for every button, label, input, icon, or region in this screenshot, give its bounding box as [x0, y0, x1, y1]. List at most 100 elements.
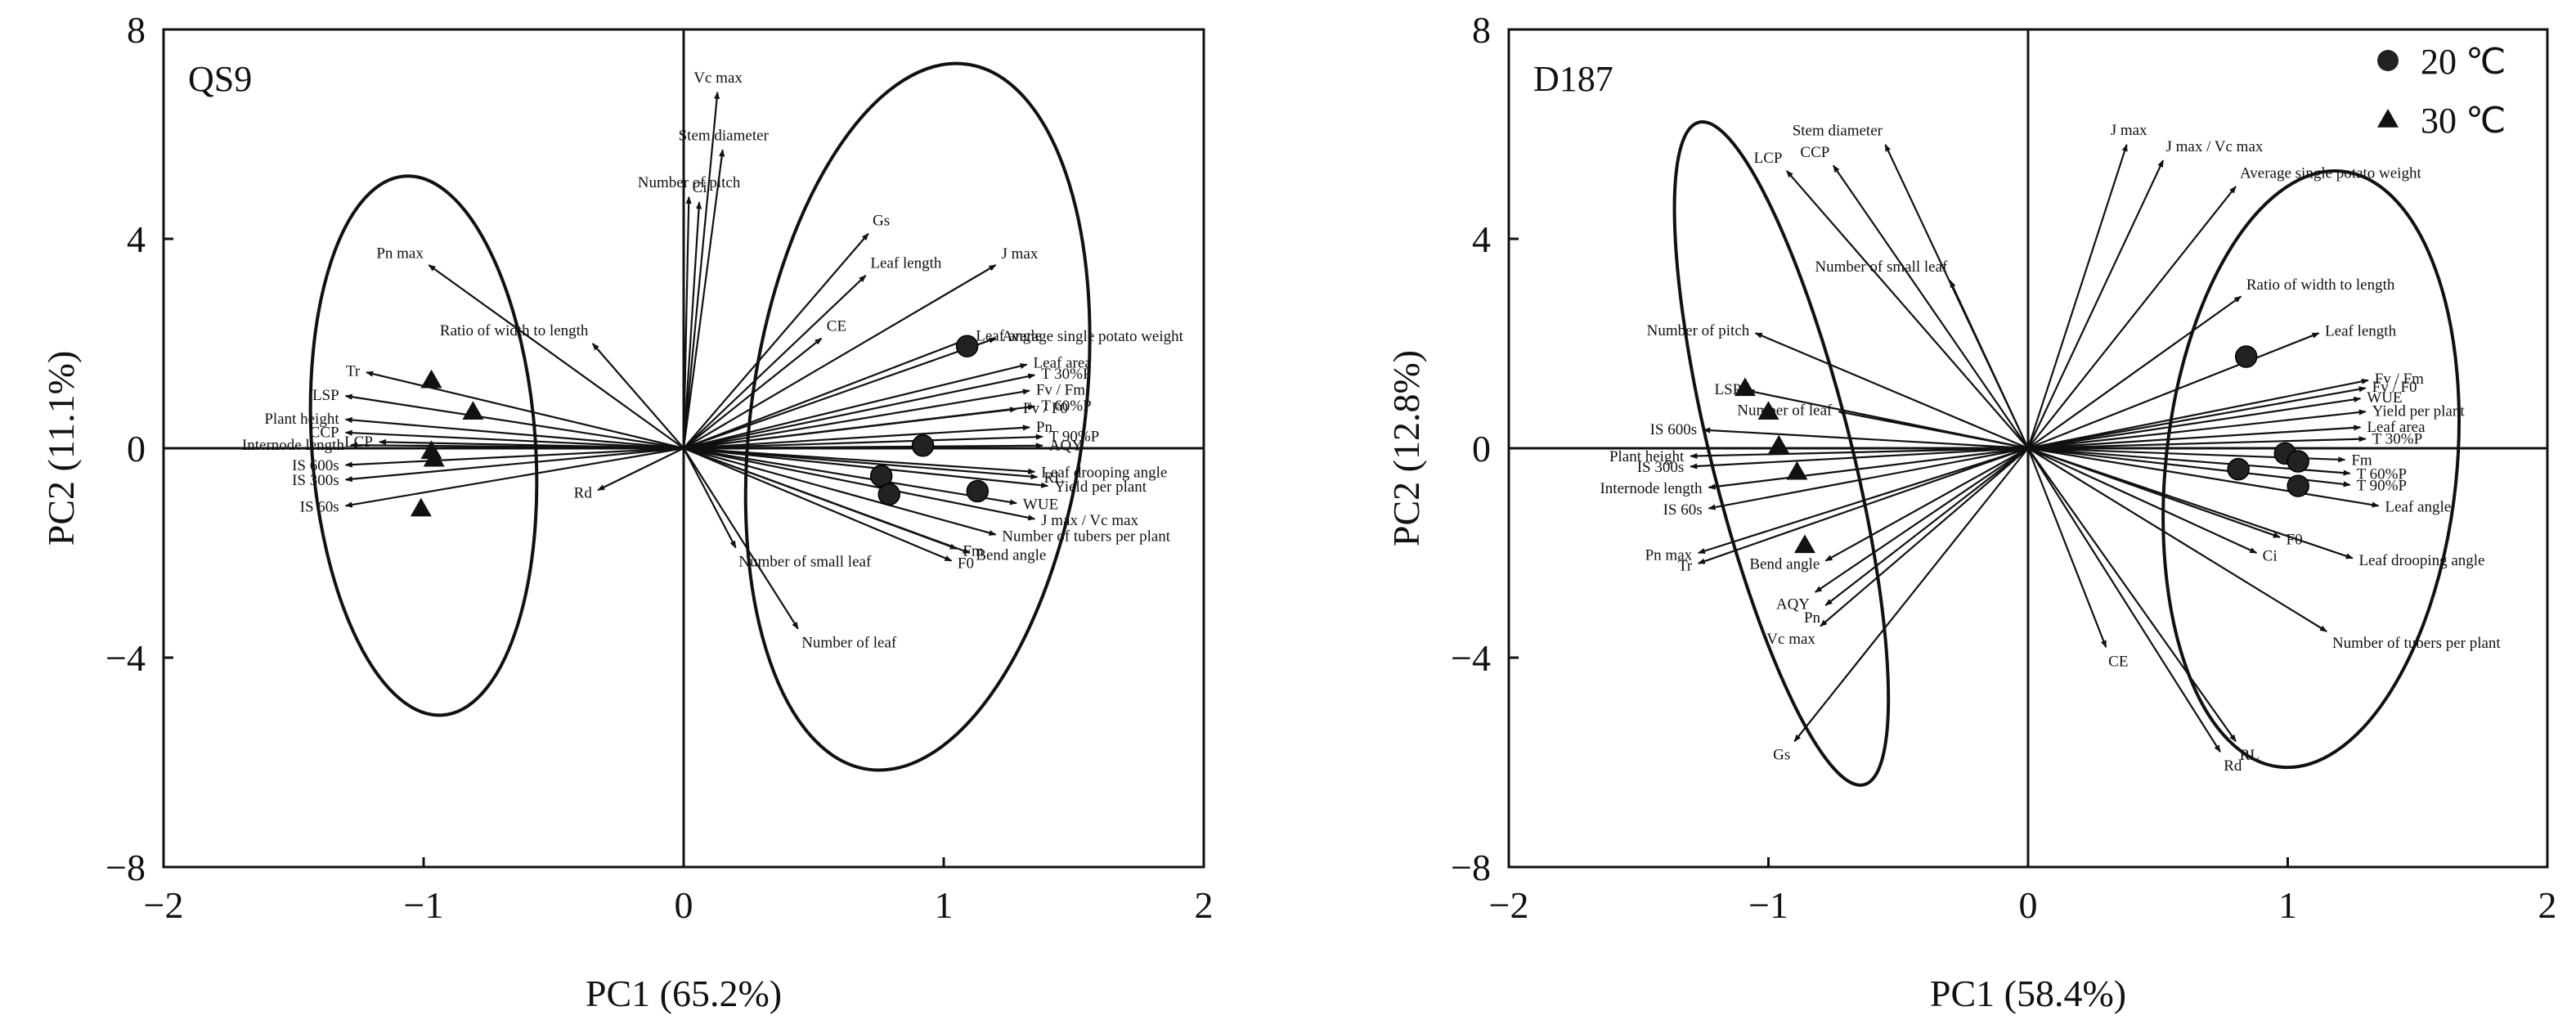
vector-t-90-p-label: T 90%P	[2357, 478, 2407, 495]
vector-j-max-label: J max	[1001, 245, 1038, 263]
vector-ccp	[1832, 164, 2029, 449]
vector-leaf-angle	[683, 337, 971, 450]
vector-leaf-drooping-angle	[2027, 447, 2354, 559]
vector-t-90-p	[683, 434, 1043, 450]
vector-is-60s-label: IS 60s	[300, 499, 339, 516]
point-20c	[955, 335, 979, 357]
panel-title: D187	[1533, 59, 1613, 99]
vector-pn-label: Pn	[1036, 419, 1053, 436]
vector-j-max-vc-max-label: J max / Vc max	[1041, 512, 1138, 529]
vector-internode-length-label: Internode length	[1600, 480, 1703, 497]
vector-j-max-label: J max	[2111, 122, 2147, 139]
x-axis-label: PC1 (65.2%)	[586, 973, 782, 1014]
vector-tr-label: Tr	[346, 362, 361, 380]
confidence-ellipse	[1672, 119, 1891, 787]
vector-is-300s-label: IS 300s	[1637, 459, 1685, 476]
vector-ratio-of-width-to-length	[2027, 295, 2242, 449]
vector-pn	[1824, 447, 2029, 606]
vector-stem-diameter	[682, 149, 725, 449]
vector-lcp-label: LCP	[344, 434, 373, 451]
confidence-ellipse	[2161, 169, 2461, 770]
vector-is-60s-label: IS 60s	[1663, 501, 1703, 519]
vector-j-max-vc-max-label: J max / Vc max	[2165, 138, 2263, 155]
y-tick-label: 0	[1472, 428, 1491, 470]
vector-fm-label: Fm	[2351, 452, 2372, 469]
vector-number-of-small-leaf-label: Number of small leaf	[1815, 258, 1948, 276]
y-tick-label: 4	[127, 218, 146, 260]
point-30c	[410, 497, 432, 517]
vector-t-60-p-label: T 60%P	[1041, 398, 1091, 415]
vector-gs	[683, 232, 869, 449]
vector-leaf-angle-label: Leaf angle	[2385, 499, 2452, 516]
vector-lcp	[1785, 170, 2029, 449]
legend-label-30c: 30 ℃	[2421, 101, 2506, 141]
vector-leaf-length	[683, 275, 867, 449]
vector-leaf-length-label: Leaf length	[870, 254, 942, 272]
y-tick-label: 8	[127, 9, 146, 51]
vector-ci	[682, 201, 702, 449]
point-30c	[1757, 401, 1779, 420]
vector-is-600s	[1703, 427, 2029, 450]
legend-marker-30c	[2377, 109, 2399, 128]
vector-is-300s	[344, 447, 684, 483]
vector-number-of-small-leaf	[683, 447, 737, 549]
vector-is-600s-label: IS 600s	[1650, 421, 1698, 438]
vector-lcp-label: LCP	[1754, 150, 1783, 167]
point-30c	[420, 369, 442, 389]
vector-t-90-p-label: T 90%P	[1049, 429, 1099, 446]
vector-ccp	[344, 429, 684, 450]
y-axis-label: PC2 (11.1%)	[40, 351, 82, 546]
y-axis-label: PC2 (12.8%)	[1385, 350, 1427, 546]
x-axis-label: PC1 (58.4%)	[1930, 973, 2126, 1014]
panel-qs9: −2 −1 0 1 2 −8 −4 0 4 8 PC1 (65.2%) PC2 (11.1%) QS9 V…	[40, 9, 1214, 1014]
vector-average-single-potato-weight-label: Average single potato weight	[2240, 165, 2421, 182]
point-20c	[911, 434, 935, 457]
vector-number-of-pitch-label: Number of pitch	[1647, 322, 1750, 339]
vector-f0-label: F0	[958, 555, 974, 573]
vector-fv-fm	[2027, 378, 2369, 450]
vector-aqy-label: AQY	[1049, 438, 1083, 455]
vector-number-of-tubers-per-plant	[2027, 447, 2327, 632]
vector-tr-label: Tr	[1678, 557, 1693, 574]
vector-vc-max-label: Vc max	[1766, 631, 1815, 648]
vector-wue	[683, 447, 1017, 506]
panel-d187: −2 −1 0 1 2 −8 −4 0 4 8 PC1 (58.4%) PC2 (12.8%) D187…	[1385, 9, 2557, 1014]
vector-ce-label: CE	[827, 318, 846, 335]
vector-j-max-vc-max	[2027, 160, 2165, 449]
x-tick-label: −2	[144, 884, 184, 926]
vector-leaf-area	[683, 363, 1028, 450]
vector-pn-label: Pn	[1804, 609, 1821, 627]
point-30c	[462, 401, 484, 420]
vector-pn	[683, 425, 1030, 450]
vector-internode-length-label: Internode length	[242, 437, 345, 454]
vector-yield-per-plant	[683, 447, 1049, 488]
point-30c	[1768, 434, 1790, 454]
vector-fv-f0	[2027, 386, 2367, 450]
point-20c	[966, 479, 990, 503]
vector-average-single-potato-weight	[683, 337, 997, 450]
vector-number-of-pitch	[682, 195, 692, 449]
vector-ce	[683, 337, 823, 449]
x-tick-label: 0	[2019, 884, 2038, 926]
vector-aqy-label: AQY	[1776, 595, 1810, 613]
vector-plant-height	[1690, 447, 2029, 460]
vector-rd	[597, 447, 684, 492]
vector-rd-label: Rd	[574, 485, 593, 502]
vector-pn-max	[1697, 447, 2029, 555]
point-30c	[1786, 461, 1808, 480]
vector-plant-height-label: Plant height	[1609, 448, 1685, 465]
vector-vc-max	[682, 91, 720, 449]
y-tick-label: −4	[1451, 637, 1491, 679]
vector-t-60-p-label: T 60%P	[2357, 465, 2407, 483]
vector-t-30-p	[683, 373, 1036, 450]
point-20c	[877, 483, 900, 506]
legend-label-20c: 20 ℃	[2421, 42, 2506, 82]
vector-internode-length	[350, 442, 684, 450]
vector-ccp-label: CCP	[310, 424, 339, 441]
vector-wue-label: WUE	[2367, 389, 2402, 407]
vector-plant-height-label: Plant height	[264, 411, 339, 428]
vector-j-max	[2026, 143, 2128, 449]
vector-wue	[2027, 396, 2362, 450]
vector-pn-max-label: Pn max	[376, 245, 424, 262]
